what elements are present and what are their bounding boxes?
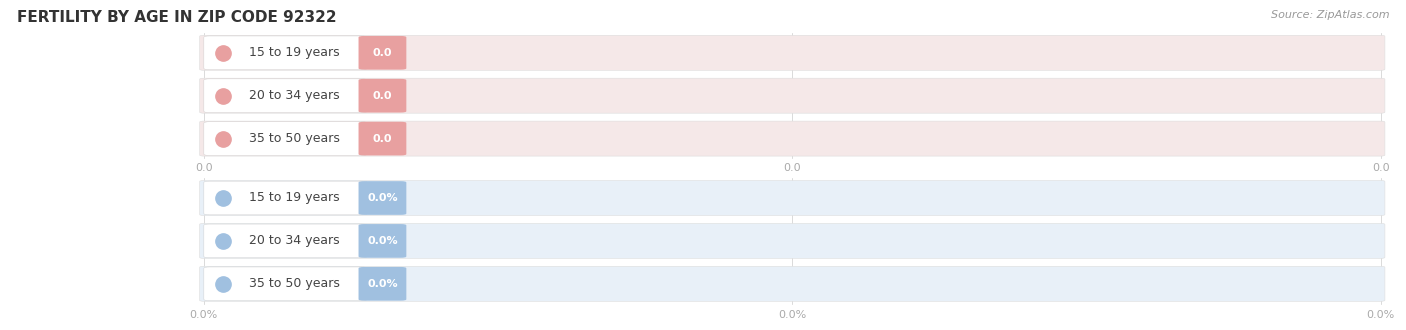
FancyBboxPatch shape (200, 223, 1385, 258)
Text: 0.0%: 0.0% (778, 310, 807, 320)
FancyBboxPatch shape (200, 121, 1385, 156)
Text: 0.0: 0.0 (783, 163, 801, 173)
Text: 15 to 19 years: 15 to 19 years (249, 191, 339, 205)
FancyBboxPatch shape (359, 181, 406, 215)
Text: 15 to 19 years: 15 to 19 years (249, 46, 339, 59)
Text: 0.0: 0.0 (373, 134, 392, 144)
Text: Source: ZipAtlas.com: Source: ZipAtlas.com (1271, 10, 1389, 20)
FancyBboxPatch shape (204, 36, 367, 70)
FancyBboxPatch shape (359, 267, 406, 301)
FancyBboxPatch shape (200, 35, 1385, 70)
Text: 20 to 34 years: 20 to 34 years (249, 234, 339, 248)
FancyBboxPatch shape (359, 79, 406, 113)
FancyBboxPatch shape (204, 224, 367, 258)
Text: 0.0: 0.0 (373, 48, 392, 58)
Text: 35 to 50 years: 35 to 50 years (249, 277, 339, 290)
FancyBboxPatch shape (204, 267, 367, 301)
FancyBboxPatch shape (204, 79, 367, 113)
Text: 0.0%: 0.0% (367, 236, 398, 246)
Text: 35 to 50 years: 35 to 50 years (249, 132, 339, 145)
FancyBboxPatch shape (359, 122, 406, 155)
Text: 0.0: 0.0 (373, 91, 392, 101)
Text: FERTILITY BY AGE IN ZIP CODE 92322: FERTILITY BY AGE IN ZIP CODE 92322 (17, 10, 336, 25)
Text: 0.0%: 0.0% (1367, 310, 1395, 320)
FancyBboxPatch shape (200, 181, 1385, 215)
FancyBboxPatch shape (359, 224, 406, 258)
Text: 0.0%: 0.0% (190, 310, 218, 320)
Text: 0.0%: 0.0% (367, 279, 398, 289)
FancyBboxPatch shape (359, 36, 406, 70)
Text: 0.0%: 0.0% (367, 193, 398, 203)
FancyBboxPatch shape (200, 266, 1385, 301)
FancyBboxPatch shape (204, 122, 367, 155)
Text: 0.0: 0.0 (1372, 163, 1389, 173)
Text: 0.0: 0.0 (195, 163, 212, 173)
Text: 20 to 34 years: 20 to 34 years (249, 89, 339, 102)
FancyBboxPatch shape (200, 78, 1385, 113)
FancyBboxPatch shape (204, 181, 367, 215)
